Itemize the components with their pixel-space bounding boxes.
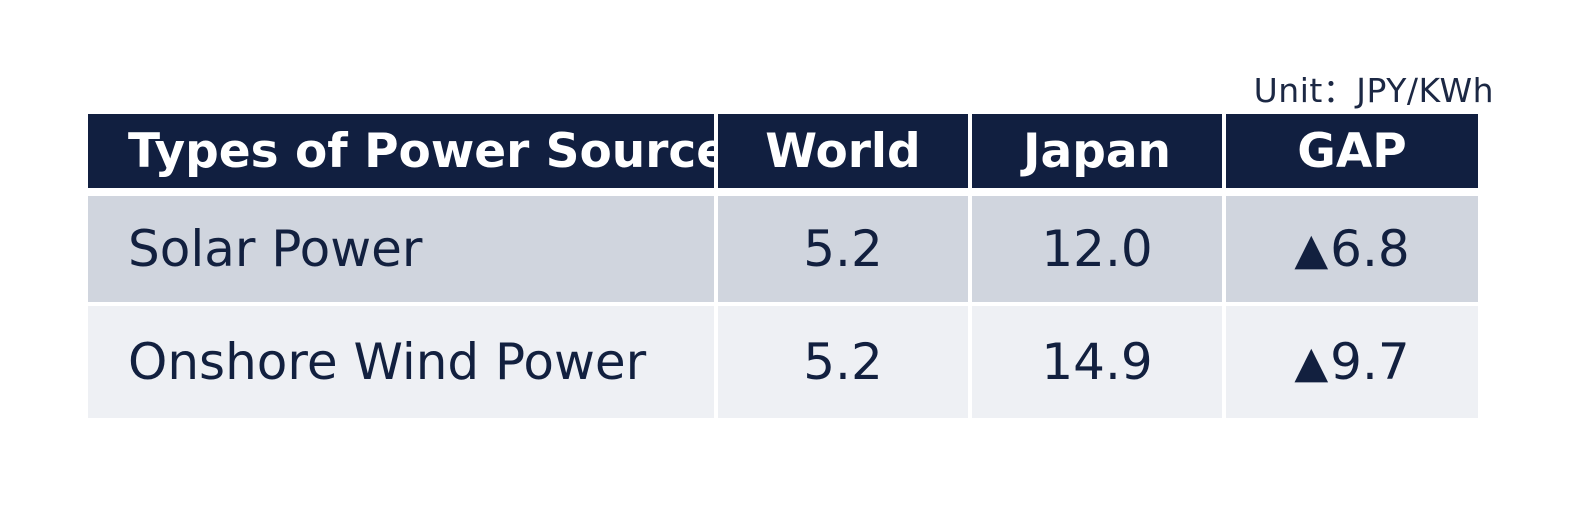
row-2-source: Onshore Wind Power <box>88 306 714 418</box>
column-header-japan: Japan <box>972 114 1222 188</box>
row-1-world: 5.2 <box>718 196 968 302</box>
cost-comparison-table: Types of Power Sources World Japan GAP S… <box>88 114 1492 418</box>
row-1-gap: ▲ 6.8 <box>1226 196 1478 302</box>
row-1-source: Solar Power <box>88 196 714 302</box>
row-1-japan: 12.0 <box>972 196 1222 302</box>
column-header-source: Types of Power Sources <box>88 114 756 188</box>
column-header-gap: GAP <box>1226 114 1478 188</box>
column-header-world: World <box>718 114 968 188</box>
triangle-up-icon: ▲ <box>1294 336 1329 388</box>
row-2-world: 5.2 <box>718 306 968 418</box>
unit-label: Unit：JPY/KWh <box>1253 71 1494 110</box>
row-2-japan: 14.9 <box>972 306 1222 418</box>
row-2-gap: ▲ 9.7 <box>1226 306 1478 418</box>
triangle-up-icon: ▲ <box>1294 223 1329 275</box>
row-1-gap-value: 6.8 <box>1330 220 1410 278</box>
row-2-gap-value: 9.7 <box>1330 333 1410 391</box>
